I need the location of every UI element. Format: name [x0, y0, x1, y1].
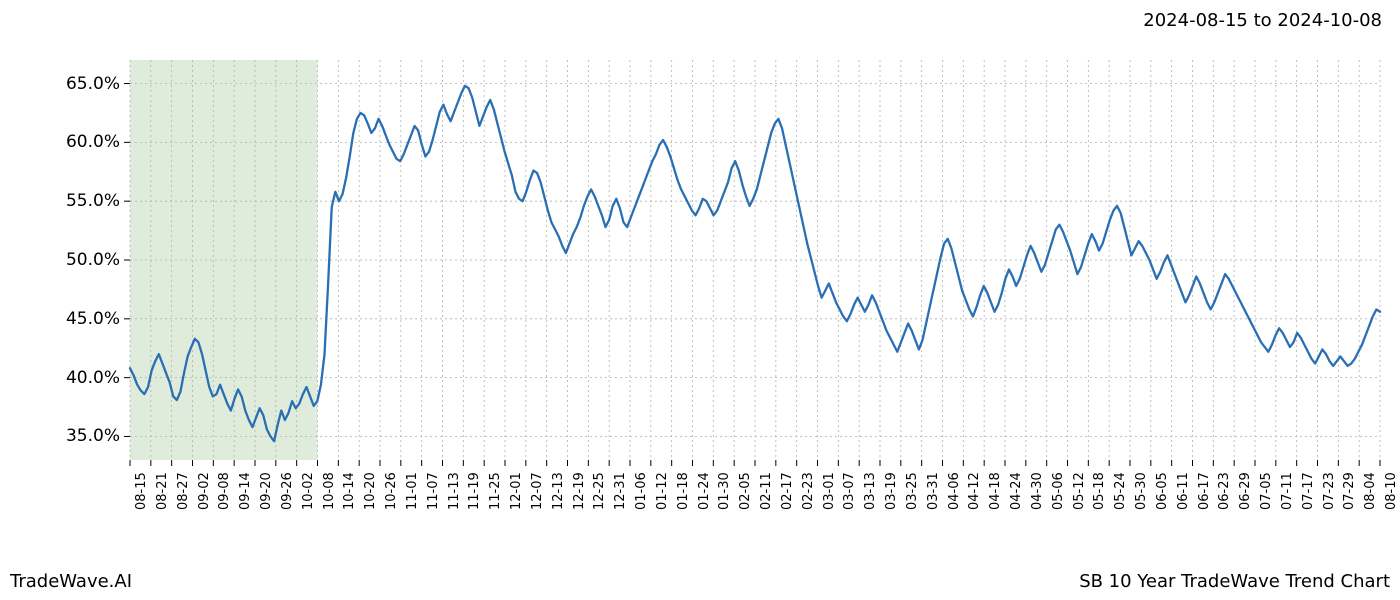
x-tick-label: 06-11 [1176, 472, 1191, 510]
x-tick-label: 05-06 [1051, 472, 1066, 510]
x-tick-label: 03-25 [905, 472, 920, 510]
x-tick-label: 10-26 [384, 472, 399, 510]
x-tick-label: 06-05 [1155, 472, 1170, 510]
x-tick-label: 04-30 [1030, 472, 1045, 510]
y-tick-label: 65.0% [66, 74, 120, 94]
x-tick-label: 08-10 [1384, 472, 1399, 510]
x-tick-label: 03-19 [884, 472, 899, 510]
x-tick-label: 11-19 [467, 472, 482, 510]
y-tick-label: 35.0% [66, 426, 120, 446]
x-tick-label: 09-02 [197, 472, 212, 510]
x-tick-label: 10-08 [322, 472, 337, 510]
x-tick-label: 10-02 [301, 472, 316, 510]
x-tick-label: 07-29 [1342, 472, 1357, 510]
x-tick-label: 05-30 [1134, 472, 1149, 510]
x-tick-label: 02-23 [801, 472, 816, 510]
x-tick-label: 12-25 [592, 472, 607, 510]
x-tick-label: 05-12 [1072, 472, 1087, 510]
x-tick-label: 06-17 [1197, 472, 1212, 510]
x-tick-label: 09-08 [217, 472, 232, 510]
chart-svg [130, 60, 1380, 460]
x-tick-label: 02-17 [780, 472, 795, 510]
x-tick-label: 07-17 [1301, 472, 1316, 510]
x-tick-label: 11-25 [488, 472, 503, 510]
x-tick-label: 03-07 [842, 472, 857, 510]
x-tick-label: 11-07 [426, 472, 441, 510]
x-tick-label: 02-05 [738, 472, 753, 510]
x-tick-label: 05-18 [1092, 472, 1107, 510]
y-tick-label: 45.0% [66, 309, 120, 329]
y-tick-label: 55.0% [66, 191, 120, 211]
x-tick-label: 08-27 [176, 472, 191, 510]
x-tick-label: 01-12 [655, 472, 670, 510]
x-tick-label: 04-18 [988, 472, 1003, 510]
x-tick-label: 12-01 [509, 472, 524, 510]
x-tick-label: 12-19 [572, 472, 587, 510]
x-tick-label: 12-13 [551, 472, 566, 510]
x-tick-label: 07-05 [1259, 472, 1274, 510]
x-tick-label: 03-31 [926, 472, 941, 510]
y-tick-label: 60.0% [66, 132, 120, 152]
x-tick-label: 08-04 [1363, 472, 1378, 510]
x-tick-label: 01-06 [634, 472, 649, 510]
x-tick-label: 05-24 [1113, 472, 1128, 510]
y-tick-label: 40.0% [66, 368, 120, 388]
x-tick-label: 04-24 [1009, 472, 1024, 510]
x-tick-label: 03-13 [863, 472, 878, 510]
x-tick-label: 11-13 [447, 472, 462, 510]
x-tick-label: 12-07 [530, 472, 545, 510]
x-tick-label: 09-26 [280, 472, 295, 510]
x-tick-label: 06-29 [1238, 472, 1253, 510]
x-tick-label: 11-01 [405, 472, 420, 510]
x-tick-label: 08-15 [134, 472, 149, 510]
plot-area [130, 60, 1380, 460]
x-tick-label: 01-30 [717, 472, 732, 510]
y-tick-label: 50.0% [66, 250, 120, 270]
x-tick-label: 04-12 [967, 472, 982, 510]
x-tick-label: 08-21 [155, 472, 170, 510]
x-tick-label: 10-20 [363, 472, 378, 510]
x-tick-label: 12-31 [613, 472, 628, 510]
x-tick-label: 02-11 [759, 472, 774, 510]
x-tick-label: 10-14 [342, 472, 357, 510]
x-tick-label: 07-23 [1322, 472, 1337, 510]
x-tick-label: 07-11 [1280, 472, 1295, 510]
footer-title: SB 10 Year TradeWave Trend Chart [1079, 571, 1390, 592]
x-tick-label: 09-20 [259, 472, 274, 510]
chart-container: 2024-08-15 to 2024-10-08 35.0% 40.0% 45.0%… [0, 0, 1400, 600]
x-tick-label: 03-01 [822, 472, 837, 510]
x-tick-label: 01-24 [697, 472, 712, 510]
x-tick-label: 09-14 [238, 472, 253, 510]
date-range-label: 2024-08-15 to 2024-10-08 [1143, 10, 1382, 31]
footer-brand: TradeWave.AI [10, 571, 132, 592]
x-tick-label: 01-18 [676, 472, 691, 510]
x-tick-label: 04-06 [947, 472, 962, 510]
x-tick-label: 06-23 [1217, 472, 1232, 510]
